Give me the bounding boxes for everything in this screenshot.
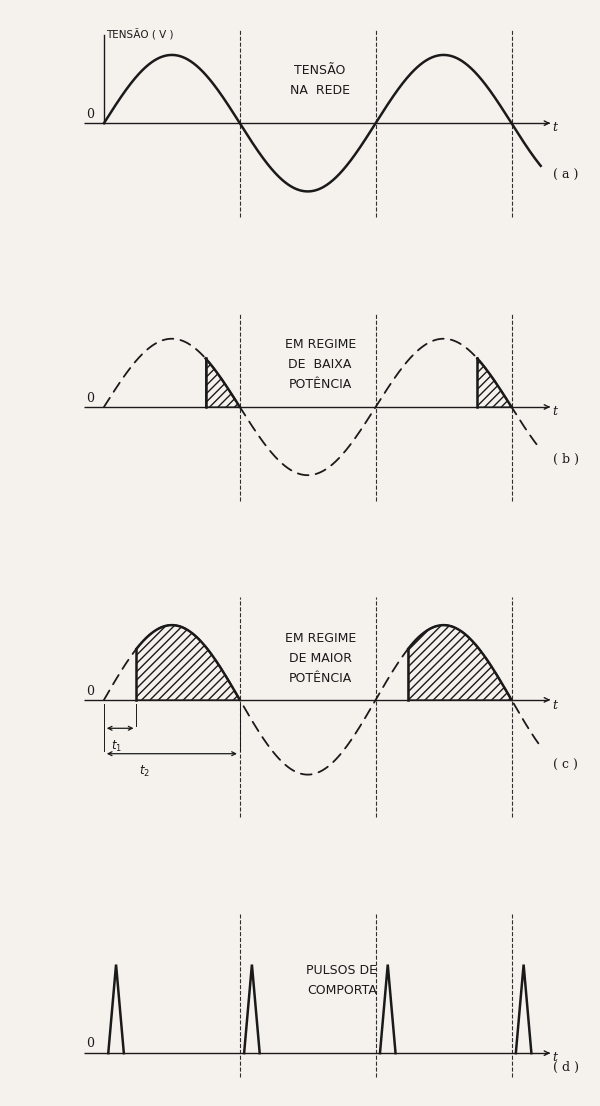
Text: 0: 0 (86, 392, 94, 405)
Text: EM REGIME
DE  BAIXA
POTÊNCIA: EM REGIME DE BAIXA POTÊNCIA (284, 338, 356, 392)
Text: t: t (553, 1051, 558, 1064)
Text: $t_2$: $t_2$ (139, 764, 150, 780)
Text: ( c ): ( c ) (553, 759, 578, 772)
Text: TENSÃO
NA  REDE: TENSÃO NA REDE (290, 64, 350, 97)
Text: $t_1$: $t_1$ (111, 739, 122, 754)
Text: ( a ): ( a ) (553, 169, 578, 182)
Text: t: t (553, 122, 558, 135)
Text: EM REGIME
DE MAIOR
POTÊNCIA: EM REGIME DE MAIOR POTÊNCIA (284, 633, 356, 686)
Text: PULSOS DE
COMPORTA: PULSOS DE COMPORTA (306, 964, 377, 998)
Text: TENSÃO ( V ): TENSÃO ( V ) (106, 29, 173, 41)
Text: t: t (553, 405, 558, 418)
Text: 0: 0 (86, 685, 94, 698)
Text: 0: 0 (86, 108, 94, 122)
Text: ( d ): ( d ) (553, 1061, 579, 1074)
Text: ( b ): ( b ) (553, 453, 579, 466)
Text: t: t (553, 699, 558, 712)
Text: 0: 0 (86, 1037, 94, 1051)
